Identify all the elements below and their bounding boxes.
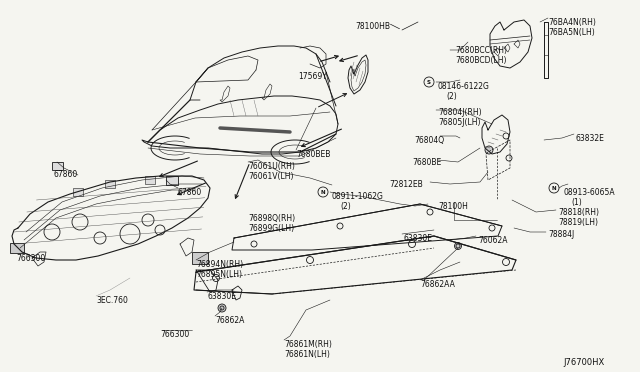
Text: N: N <box>552 186 556 190</box>
Text: 63830E: 63830E <box>207 292 236 301</box>
Text: 766300: 766300 <box>160 330 189 339</box>
Text: 67860: 67860 <box>54 170 78 179</box>
Text: 08911-1062G: 08911-1062G <box>332 192 384 201</box>
Text: 76061U(RH): 76061U(RH) <box>248 162 295 171</box>
Text: 76062A: 76062A <box>478 236 508 245</box>
Text: (2): (2) <box>446 92 457 101</box>
Text: 76805J(LH): 76805J(LH) <box>438 118 481 127</box>
Text: 76899G(LH): 76899G(LH) <box>248 224 294 233</box>
Text: 72812EB: 72812EB <box>389 180 423 189</box>
Circle shape <box>454 243 461 250</box>
Text: 76861M(RH): 76861M(RH) <box>284 340 332 349</box>
Text: 76898Q(RH): 76898Q(RH) <box>248 214 295 223</box>
Text: 76861N(LH): 76861N(LH) <box>284 350 330 359</box>
Text: 3EC.760: 3EC.760 <box>96 296 128 305</box>
Text: 63832E: 63832E <box>576 134 605 143</box>
Text: 63830E: 63830E <box>404 234 433 243</box>
Text: 7680BEB: 7680BEB <box>296 150 330 159</box>
Text: 76895N(LH): 76895N(LH) <box>196 270 242 279</box>
Text: 76804J(RH): 76804J(RH) <box>438 108 482 117</box>
Text: 7680BE: 7680BE <box>412 158 441 167</box>
Text: 78100H: 78100H <box>438 202 468 211</box>
Text: J76700HX: J76700HX <box>563 358 604 367</box>
Text: 7680BCC(RH): 7680BCC(RH) <box>455 46 507 55</box>
Text: 17569Y: 17569Y <box>298 72 327 81</box>
Text: 67860: 67860 <box>178 188 202 197</box>
Bar <box>166 176 178 185</box>
Text: 78884J: 78884J <box>548 230 574 239</box>
Text: 78100HB: 78100HB <box>355 22 390 31</box>
Text: (1): (1) <box>571 198 582 207</box>
Bar <box>192 252 208 264</box>
Text: 76BA5N(LH): 76BA5N(LH) <box>548 28 595 37</box>
Text: 78818(RH): 78818(RH) <box>558 208 599 217</box>
Circle shape <box>218 304 226 312</box>
Bar <box>105 180 115 188</box>
Text: S: S <box>427 80 431 84</box>
Text: (2): (2) <box>340 202 351 211</box>
Text: 08913-6065A: 08913-6065A <box>563 188 614 197</box>
Text: 76894N(RH): 76894N(RH) <box>196 260 243 269</box>
Text: 76804Q: 76804Q <box>414 136 444 145</box>
Text: 08146-6122G: 08146-6122G <box>438 82 490 91</box>
Bar <box>145 176 155 184</box>
Text: 7680BCD(LH): 7680BCD(LH) <box>455 56 506 65</box>
Text: 76862AA: 76862AA <box>420 280 455 289</box>
Bar <box>73 188 83 196</box>
Text: 76862A: 76862A <box>215 316 244 325</box>
Text: 78819(LH): 78819(LH) <box>558 218 598 227</box>
Text: N: N <box>321 189 325 195</box>
Text: 76061V(LH): 76061V(LH) <box>248 172 294 181</box>
Text: 766300: 766300 <box>16 254 45 263</box>
Text: 76BA4N(RH): 76BA4N(RH) <box>548 18 596 27</box>
Bar <box>10 243 24 253</box>
Bar <box>52 162 63 170</box>
Circle shape <box>485 146 493 154</box>
